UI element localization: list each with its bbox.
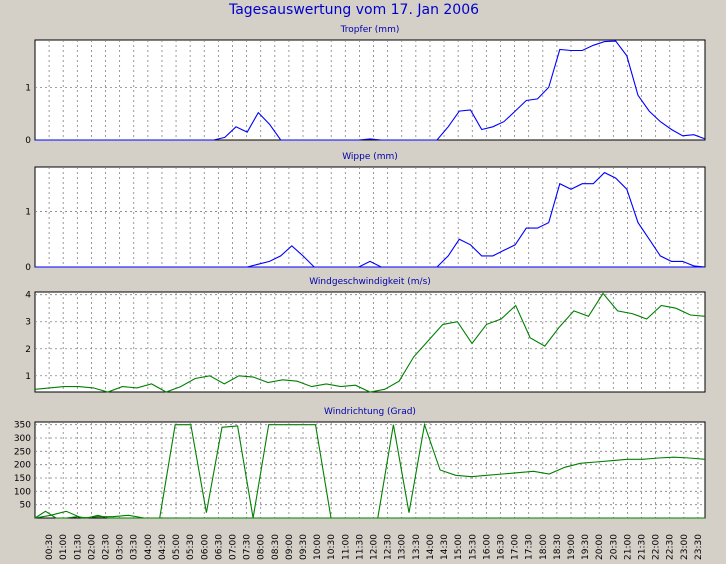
x-tick-label: 13:30 (412, 534, 422, 560)
x-tick-label: 20:00 (595, 534, 605, 560)
x-tick-label: 14:00 (426, 534, 436, 560)
y-tick-label: 4 (25, 291, 31, 301)
x-tick-label: 17:30 (525, 534, 535, 560)
x-tick-label: 07:30 (243, 534, 253, 560)
panel-title: Wippe (mm) (342, 152, 398, 162)
y-tick-label: 350 (14, 421, 31, 431)
x-tick-label: 18:00 (539, 534, 549, 560)
x-tick-label: 01:00 (59, 534, 69, 560)
x-tick-label: 01:30 (73, 534, 83, 560)
x-tick-label: 12:00 (370, 534, 380, 560)
chart-panel-3: Windgeschwindigkeit (m/s) 1 2 3 4 (25, 277, 706, 393)
x-tick-label: 04:30 (158, 534, 168, 560)
x-tick-label: 22:30 (666, 534, 676, 560)
x-tick-label: 03:30 (130, 534, 140, 560)
x-tick-label: 00:30 (45, 534, 55, 560)
y-tick-label: 1 (25, 83, 31, 93)
x-tick-label: 19:00 (567, 534, 577, 560)
x-tick-label: 10:30 (327, 534, 337, 560)
plot-area (34, 291, 706, 393)
x-tick-label: 02:30 (102, 534, 112, 560)
x-tick-label: 03:00 (116, 534, 126, 560)
x-tick-label: 08:30 (271, 534, 281, 560)
x-tick-label: 23:30 (694, 534, 704, 560)
series-line-1 (34, 292, 706, 393)
x-tick-label: 06:00 (200, 534, 210, 560)
chart-panel-1: Tropfer (mm) 0 1 (25, 25, 706, 146)
x-tick-label: 05:30 (186, 534, 196, 560)
series-line-2 (34, 422, 706, 519)
y-tick-label: 1 (25, 207, 31, 217)
y-tick-label: 0 (25, 136, 31, 146)
x-tick-label: 21:30 (638, 534, 648, 560)
x-tick-label: 09:30 (299, 534, 309, 560)
x-tick-label: 15:30 (468, 534, 478, 560)
x-tick-label: 09:00 (285, 534, 295, 560)
y-tick-label: 250 (14, 447, 31, 457)
series-line-2 (35, 171, 706, 268)
y-tick-label: 150 (14, 474, 31, 484)
series-line-1 (35, 40, 706, 141)
x-tick-label: 19:30 (581, 534, 591, 560)
x-tick-label: 05:00 (172, 534, 182, 560)
panel-title: Tropfer (mm) (340, 25, 400, 35)
y-tick-label: 3 (25, 318, 31, 328)
x-tick-label: 21:00 (623, 534, 633, 560)
chart-panel-4: Windrichtung (Grad) 50 100 150 200 250 300 350 (14, 407, 706, 519)
x-tick-label: 12:30 (384, 534, 394, 560)
panel-title: Windgeschwindigkeit (m/s) (309, 277, 431, 287)
x-tick-label: 11:30 (355, 534, 365, 560)
y-tick-label: 1 (25, 372, 31, 382)
x-tick-label: 20:30 (609, 534, 619, 560)
y-tick-label: 2 (25, 345, 31, 355)
x-tick-label: 13:00 (398, 534, 408, 560)
x-tick-label: 02:00 (87, 534, 97, 560)
x-tick-label: 07:00 (229, 534, 239, 560)
x-tick-label: 11:00 (341, 534, 351, 560)
x-tick-label: 08:00 (257, 534, 267, 560)
plot-area (34, 421, 706, 519)
x-tick-label: 10:00 (313, 534, 323, 560)
x-tick-label: 15:00 (454, 534, 464, 560)
y-tick-label: 200 (14, 461, 31, 471)
x-tick-label: 16:30 (497, 534, 507, 560)
plot-area (34, 39, 706, 141)
y-tick-label: 0 (25, 263, 31, 273)
x-tick-label: 16:00 (482, 534, 492, 560)
chart-main-title: Tagesauswertung vom 17. Jan 2006 (228, 2, 479, 18)
x-tick-label: 17:00 (511, 534, 521, 560)
x-tick-label: 22:00 (652, 534, 662, 560)
y-tick-label: 50 (20, 501, 32, 511)
y-tick-label: 300 (14, 434, 31, 444)
x-tick-label: 18:30 (553, 534, 563, 560)
y-tick-label: 100 (14, 487, 31, 497)
x-tick-label: 23:00 (680, 534, 690, 560)
x-tick-label: 14:30 (440, 534, 450, 560)
chart-panel-2: Wippe (mm) 0 1 (25, 152, 706, 273)
plot-area (34, 166, 706, 268)
x-axis: 00:30 01:00 01:30 02:00 02:30 03:00 03:30 04:00… (45, 534, 704, 560)
panel-title: Windrichtung (Grad) (324, 407, 416, 417)
x-tick-label: 04:00 (144, 534, 154, 560)
x-tick-label: 06:30 (214, 534, 224, 560)
